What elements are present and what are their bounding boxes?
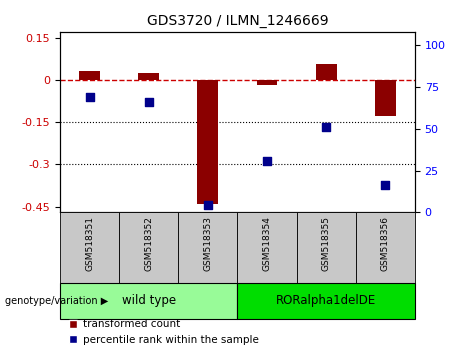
Text: GSM518353: GSM518353	[203, 216, 213, 271]
Point	[322, 124, 330, 130]
Bar	[356, 212, 415, 283]
Bar	[316, 64, 337, 80]
Bar	[197, 80, 218, 204]
Text: RORalpha1delDE: RORalpha1delDE	[276, 295, 376, 307]
Bar	[119, 212, 178, 283]
Bar	[60, 283, 237, 319]
Text: GSM518355: GSM518355	[322, 216, 331, 271]
Point	[382, 182, 389, 188]
Point	[86, 94, 93, 99]
Bar	[178, 212, 237, 283]
Text: GSM518354: GSM518354	[262, 216, 272, 271]
Point	[263, 158, 271, 164]
Text: genotype/variation ▶: genotype/variation ▶	[5, 296, 108, 306]
Text: GSM518351: GSM518351	[85, 216, 94, 271]
Bar	[257, 80, 278, 85]
Bar	[60, 212, 119, 283]
Legend: transformed count, percentile rank within the sample: transformed count, percentile rank withi…	[65, 315, 263, 349]
Title: GDS3720 / ILMN_1246669: GDS3720 / ILMN_1246669	[147, 14, 328, 28]
Bar	[138, 73, 159, 80]
Point	[145, 99, 152, 105]
Point	[204, 202, 212, 208]
Text: GSM518352: GSM518352	[144, 216, 153, 271]
Bar	[79, 72, 100, 80]
Bar	[296, 212, 356, 283]
Text: GSM518356: GSM518356	[381, 216, 390, 271]
Bar	[237, 212, 296, 283]
Bar	[237, 283, 415, 319]
Text: wild type: wild type	[122, 295, 176, 307]
Bar	[375, 80, 396, 116]
